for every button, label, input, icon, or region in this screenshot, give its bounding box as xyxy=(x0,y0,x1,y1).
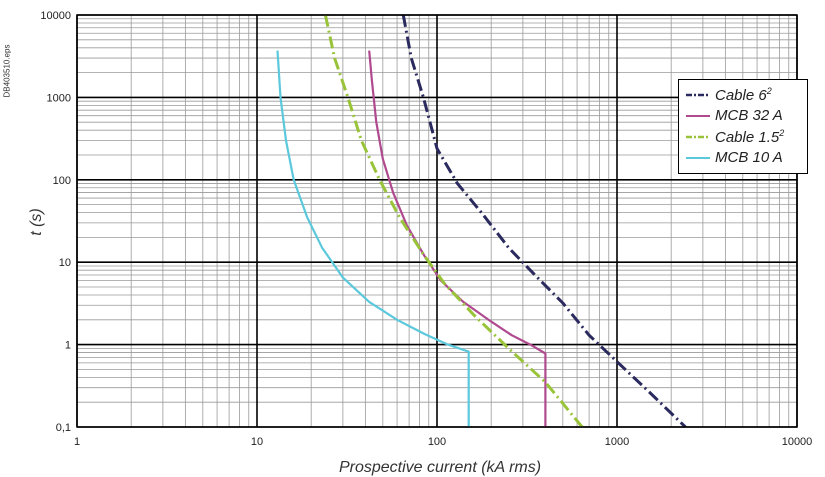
x-tick-labels: 1 10 100 1000 10000 xyxy=(74,436,812,448)
series-line-mcb-32-a xyxy=(368,50,547,427)
legend-swatch xyxy=(686,135,710,138)
y-tick-label: 0,1 xyxy=(56,422,71,434)
legend-label-text: MCB 10 A xyxy=(715,149,783,166)
y-tick-label: 100 xyxy=(53,175,71,187)
x-axis-title: Prospective current (kA rms) xyxy=(339,459,541,476)
legend-label-superscript: 2 xyxy=(766,85,772,96)
y-tick-labels: 0,1 1 10 100 1000 10000 xyxy=(40,10,71,434)
x-tick-label: 10 xyxy=(251,436,263,448)
legend-item: MCB 10 A xyxy=(685,147,801,168)
legend-label: MCB 32 A xyxy=(715,107,783,124)
legend-label: Cable 62 xyxy=(715,86,772,104)
legend-item: Cable 62 xyxy=(685,84,801,105)
y-tick-label: 10000 xyxy=(40,10,71,22)
legend-label: MCB 10 A xyxy=(715,149,783,166)
y-tick-label: 1000 xyxy=(47,92,71,104)
figure-id-text: DB403510.eps xyxy=(2,44,12,98)
legend-item: Cable 1.52 xyxy=(685,126,801,147)
legend-item: MCB 32 A xyxy=(685,105,801,126)
plot-frame xyxy=(76,14,798,428)
legend-label-superscript: 2 xyxy=(779,127,785,138)
legend-swatch xyxy=(686,93,710,96)
legend: Cable 62 MCB 32 A Cable 1.52 MCB 10 A xyxy=(678,79,808,174)
series-layer xyxy=(276,14,687,429)
legend-label-text: Cable 1.5 xyxy=(715,128,780,146)
legend-swatch xyxy=(686,156,710,159)
series-line-mcb-10-a xyxy=(276,50,470,427)
legend-label-text: Cable 6 xyxy=(715,86,767,104)
x-tick-label: 1 xyxy=(74,436,80,448)
figure-id-label: DB403510.eps xyxy=(2,36,12,106)
x-tick-label: 1000 xyxy=(605,436,629,448)
y-tick-label: 1 xyxy=(65,340,71,352)
legend-swatch xyxy=(686,114,710,117)
legend-label-text: MCB 32 A xyxy=(715,107,783,124)
x-tick-label: 100 xyxy=(428,436,446,448)
series-line-cable-1-5 xyxy=(323,14,584,428)
y-axis-title: t (s) xyxy=(28,208,45,236)
y-tick-label: 10 xyxy=(59,257,71,269)
x-tick-label: 10000 xyxy=(782,436,813,448)
legend-label: Cable 1.52 xyxy=(715,128,784,146)
